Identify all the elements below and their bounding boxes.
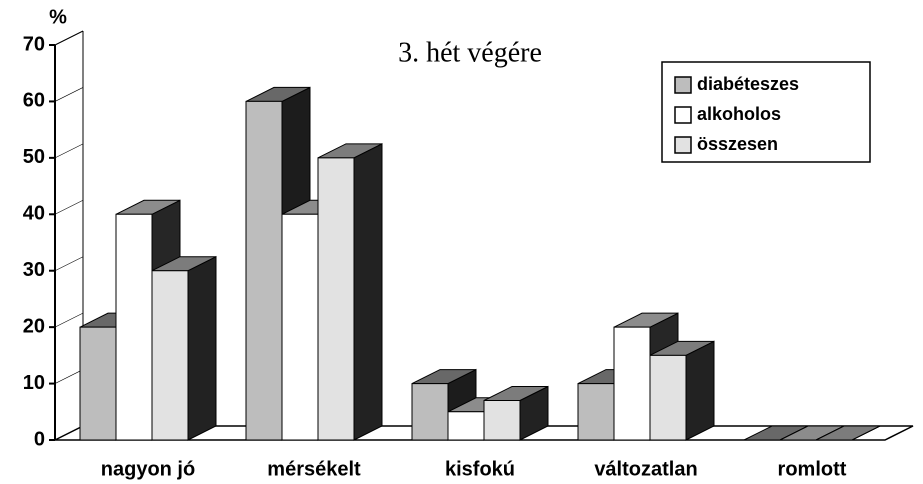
chart-title: 3. hét végére — [398, 37, 542, 68]
bar-front — [577, 383, 615, 441]
x-tick-label: kisfokú — [445, 458, 515, 480]
y-tick-label: 30 — [23, 259, 45, 281]
bar — [815, 425, 881, 441]
y-tick-label: 60 — [23, 90, 45, 112]
grid-line — [54, 143, 84, 159]
bar-front — [483, 400, 521, 441]
bar — [649, 340, 715, 441]
legend-label: diabéteszes — [697, 74, 799, 94]
grid-line — [54, 312, 84, 328]
y-tick-label: 0 — [34, 428, 45, 450]
y-tick-label: 70 — [23, 33, 45, 55]
bar — [483, 385, 549, 441]
grid-line — [54, 200, 84, 215]
bar-front — [411, 383, 449, 441]
bar-front — [317, 157, 355, 441]
bar-side — [685, 340, 715, 441]
legend-label: alkoholos — [697, 104, 781, 124]
bar-side — [353, 143, 383, 441]
bar-front — [79, 326, 117, 441]
legend-label: összesen — [697, 134, 778, 154]
bar-front — [613, 326, 651, 441]
legend-swatch — [674, 76, 692, 94]
bar-front — [281, 213, 319, 441]
bar-front — [151, 270, 189, 441]
bar-front — [447, 411, 485, 441]
y-tick-label: 20 — [23, 315, 45, 337]
legend-swatch — [674, 136, 692, 154]
legend-swatch — [674, 106, 692, 124]
grid-line — [54, 425, 84, 441]
y-axis-label: % — [49, 6, 67, 28]
bar-side — [187, 255, 217, 441]
x-tick-label: nagyon jó — [101, 458, 195, 480]
bar-front — [245, 100, 283, 441]
x-tick-label: romlott — [778, 458, 847, 480]
grid-line — [54, 87, 84, 102]
legend-box — [661, 61, 871, 163]
grid-line — [54, 256, 84, 271]
grid-line — [54, 369, 84, 384]
bar-front — [649, 354, 687, 441]
bar-front — [115, 213, 153, 441]
y-tick-label: 40 — [23, 203, 45, 225]
y-tick-label: 10 — [23, 372, 45, 394]
y-tick-label: 50 — [23, 146, 45, 168]
x-tick-label: mérsékelt — [267, 458, 361, 480]
bar — [317, 143, 383, 441]
bar — [151, 255, 217, 441]
x-tick-label: változatlan — [594, 458, 697, 480]
grid-line — [54, 30, 84, 46]
